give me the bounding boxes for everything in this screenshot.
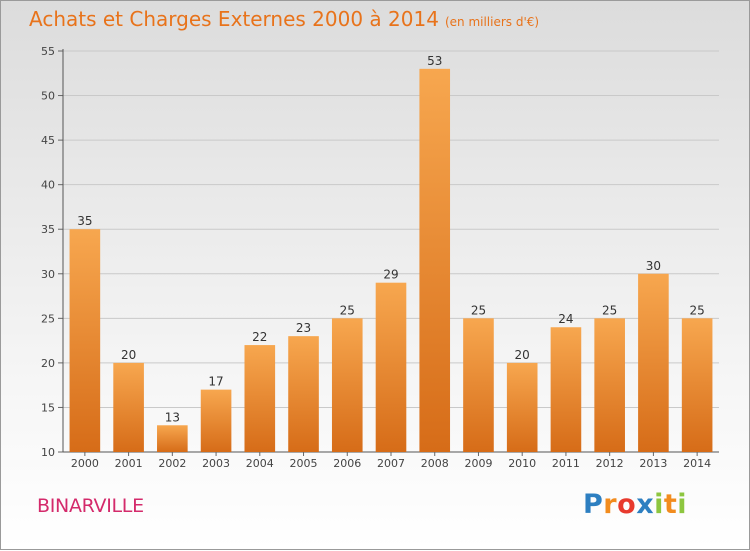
y-tick-label: 45 [41, 134, 55, 147]
data-label: 35 [77, 214, 92, 228]
x-tick-label: 2006 [333, 457, 361, 470]
y-tick-label: 40 [41, 179, 55, 192]
logo-letter: r [603, 489, 618, 520]
bar [463, 318, 494, 452]
data-label: 25 [602, 303, 617, 317]
logo-letter: x [636, 489, 655, 520]
data-label: 13 [165, 410, 180, 424]
data-label: 53 [427, 54, 442, 68]
x-tick-label: 2003 [202, 457, 230, 470]
data-label: 25 [471, 303, 486, 317]
logo-letter: i [677, 489, 688, 520]
y-tick-label: 50 [41, 90, 55, 103]
logo-letter: P [583, 489, 604, 520]
data-label: 24 [558, 312, 573, 326]
y-tick-label: 55 [41, 45, 55, 58]
bar [419, 68, 451, 453]
x-tick-label: 2014 [683, 457, 711, 470]
logo-letter: t [663, 489, 678, 520]
bar [113, 362, 144, 452]
y-tick-label: 25 [41, 312, 55, 325]
commune-name: BINARVILLE [37, 495, 144, 517]
x-tick-label: 2012 [596, 457, 624, 470]
x-tick-label: 2011 [552, 457, 580, 470]
data-label: 29 [383, 268, 398, 282]
data-label: 20 [515, 348, 530, 362]
logo-letter: o [617, 489, 637, 520]
chart-title-text: Achats et Charges Externes 2000 à 2014 [29, 7, 439, 31]
y-tick-label: 10 [41, 446, 55, 459]
data-label: 25 [340, 303, 355, 317]
bar [288, 336, 319, 452]
x-tick-label: 2007 [377, 457, 405, 470]
bar [375, 282, 407, 452]
bar [506, 362, 538, 452]
bar [244, 345, 276, 452]
y-tick-label: 20 [41, 357, 55, 370]
bar [200, 389, 232, 452]
data-label: 17 [208, 375, 223, 389]
x-tick-label: 2008 [421, 457, 449, 470]
x-tick-label: 2001 [115, 457, 143, 470]
data-label: 30 [646, 259, 661, 273]
bar [638, 273, 669, 452]
y-tick-label: 15 [41, 401, 55, 414]
x-tick-label: 2013 [639, 457, 667, 470]
bar [594, 318, 625, 452]
unit-label: (en milliers d'€) [444, 15, 540, 29]
data-label: 23 [296, 321, 311, 335]
data-label: 25 [689, 303, 704, 317]
bar [69, 229, 101, 452]
data-label: 22 [252, 330, 267, 344]
x-tick-label: 2000 [71, 457, 99, 470]
proxiti-logo: Proxiti [583, 489, 687, 520]
bar [157, 425, 188, 452]
bar [331, 318, 363, 452]
x-tick-label: 2002 [158, 457, 186, 470]
x-tick-label: 2005 [290, 457, 318, 470]
x-tick-label: 2010 [508, 457, 536, 470]
bar [550, 327, 582, 452]
bar [681, 318, 713, 452]
data-label: 20 [121, 348, 136, 362]
x-tick-label: 2009 [464, 457, 492, 470]
chart-title: Achats et Charges Externes 2000 à 2014 (e… [29, 7, 539, 31]
x-tick-label: 2004 [246, 457, 274, 470]
y-tick-label: 30 [41, 268, 55, 281]
y-tick-label: 35 [41, 223, 55, 236]
logo-letter: i [654, 489, 664, 520]
